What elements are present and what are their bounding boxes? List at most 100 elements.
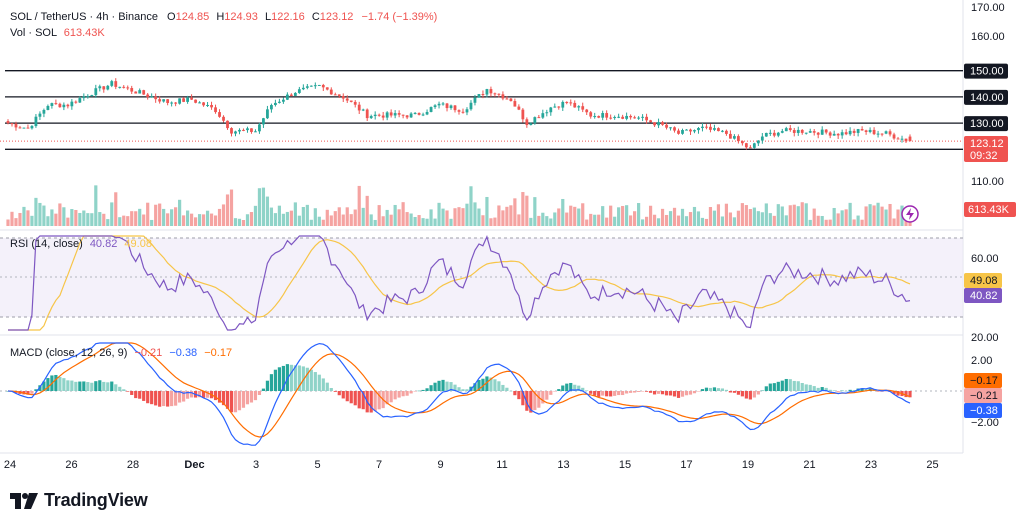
macd-histogram-bar — [652, 391, 657, 395]
candle-body — [481, 94, 485, 96]
volume-bar — [189, 213, 194, 226]
volume-bar — [158, 203, 162, 226]
macd-histogram-bar — [720, 388, 725, 391]
rsi-tick-60: 60.00 — [971, 253, 999, 265]
candle-body — [784, 128, 788, 132]
volume-legend: Vol · SOL 613.43K — [10, 27, 105, 39]
macd-histogram-bar — [170, 391, 174, 407]
macd-histogram-bar — [481, 378, 485, 391]
volume-bar — [764, 203, 768, 226]
macd-histogram-bar — [142, 391, 146, 401]
volume-bar — [577, 208, 581, 226]
macd-histogram-bar — [70, 380, 74, 391]
macd-histogram-bar — [373, 391, 377, 412]
macd-histogram-bar — [114, 384, 118, 391]
candle-body — [146, 94, 150, 98]
volume-bar — [728, 212, 732, 226]
volume-bar — [493, 217, 497, 226]
candle-body — [872, 129, 876, 135]
rsi-ma-line — [8, 235, 911, 331]
macd-histogram-bar — [561, 385, 565, 391]
candle-body — [58, 103, 62, 108]
replay-lightning-icon[interactable] — [901, 205, 919, 223]
volume-bar — [269, 207, 274, 226]
time-axis-label: 24 — [4, 459, 16, 471]
volume-bar — [186, 210, 190, 226]
candle-body — [357, 104, 361, 111]
candle-body — [110, 81, 114, 86]
volume-bar — [26, 210, 30, 226]
volume-bar — [489, 218, 493, 226]
macd-histogram-bar — [772, 383, 776, 391]
volume-bar — [613, 216, 617, 226]
volume-bar — [170, 209, 174, 226]
candle-body — [178, 98, 182, 104]
macd-histogram-bar — [700, 389, 705, 391]
candle-body — [473, 97, 477, 103]
macd-histogram-bar — [249, 391, 254, 403]
volume-bar — [756, 211, 760, 226]
candle-body — [736, 136, 740, 142]
volume-bar — [485, 196, 489, 226]
volume-bar — [469, 186, 473, 226]
candle-body — [565, 101, 569, 103]
candle-body — [158, 99, 162, 102]
macd-histogram-bar — [361, 391, 365, 410]
volume-bar — [537, 215, 541, 226]
candle-body — [760, 136, 764, 141]
low-value: 122.16 — [271, 11, 305, 23]
candle-body — [341, 95, 345, 99]
volume-bar — [509, 205, 513, 226]
volume-bar — [804, 203, 808, 226]
macd-histogram-bar — [756, 391, 760, 395]
macd-histogram-bar — [852, 389, 856, 391]
volume-bar — [569, 205, 573, 226]
macd-histogram-bar — [601, 391, 605, 396]
candle-body — [509, 98, 513, 102]
volume-bar — [389, 214, 393, 226]
macd-histogram-bar — [150, 391, 154, 405]
macd-histogram-bar — [489, 377, 493, 391]
volume-bar — [644, 216, 649, 226]
level-badge-label: 130.00 — [970, 118, 1004, 130]
candle-body — [549, 107, 553, 113]
macd-histogram-bar — [393, 391, 397, 400]
macd-histogram-bar — [122, 389, 126, 391]
volume-bar — [373, 219, 377, 226]
candle-body — [740, 141, 744, 144]
volume-bar — [541, 212, 545, 226]
tradingview-logo[interactable]: TradingView — [10, 490, 148, 511]
macd-histogram-bar — [776, 381, 780, 391]
macd-histogram-bar — [796, 381, 800, 391]
macd-histogram-bar — [844, 390, 848, 392]
volume-bar — [513, 198, 517, 226]
macd-histogram-bar — [98, 380, 102, 391]
candle-body — [800, 129, 804, 133]
candle-body — [174, 102, 178, 104]
macd-histogram-bar — [457, 387, 461, 391]
candle-body — [457, 110, 461, 112]
volume-bar — [760, 212, 764, 226]
macd-histogram-bar — [728, 391, 732, 393]
tradingview-logo-icon — [10, 492, 38, 509]
candle-body — [218, 112, 221, 117]
candle-body — [493, 93, 497, 95]
candle-body — [525, 119, 529, 126]
volume-bar — [633, 211, 637, 226]
candle-body — [441, 103, 445, 105]
candle-body — [545, 112, 549, 114]
macd-histogram-bar — [589, 391, 593, 394]
volume-bar — [828, 219, 832, 226]
macd-histogram-bar — [325, 382, 329, 391]
candle-body — [816, 132, 820, 135]
macd-histogram-bar — [389, 391, 393, 403]
candle-body — [685, 129, 688, 131]
candle-body — [709, 126, 712, 130]
candle-body — [665, 124, 668, 128]
volume-bar — [14, 218, 18, 226]
volume-bar — [772, 215, 776, 226]
volume-legend-value: 613.43K — [64, 27, 106, 39]
candle-body — [832, 133, 836, 136]
macd-histogram-bar — [780, 380, 784, 391]
